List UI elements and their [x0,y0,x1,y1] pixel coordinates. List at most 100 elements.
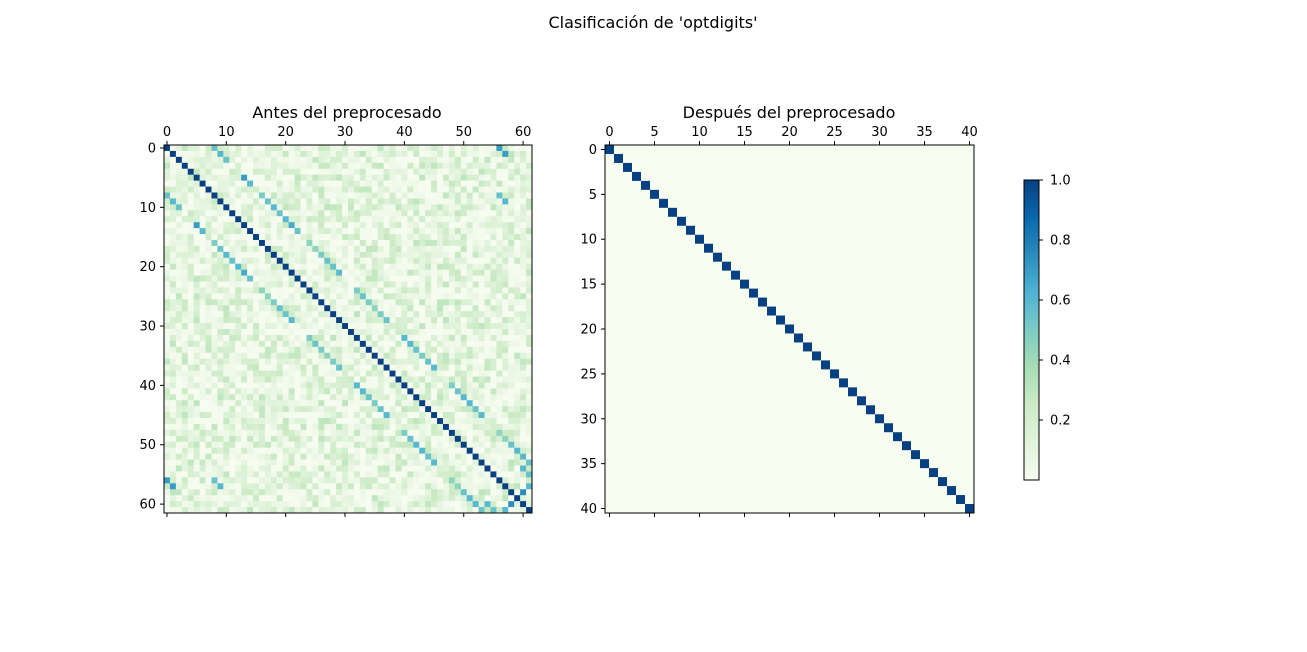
heatmap-cell [288,198,295,205]
heatmap-cell [318,495,325,502]
heatmap-cell [306,394,313,401]
heatmap-cell [514,453,521,460]
heatmap-cell [442,180,450,187]
heatmap-cell [526,429,533,437]
heatmap-cell [448,275,456,282]
heatmap-cell [383,382,390,389]
heatmap-cell [175,263,183,271]
heatmap-cell [258,471,266,478]
heatmap-cell [318,150,325,158]
heatmap-cell [389,346,396,354]
heatmap-cell [520,210,527,217]
heatmap-cell [187,507,195,514]
heatmap-cell [731,180,741,191]
heatmap-cell [312,483,319,490]
heatmap-cell [884,243,894,254]
heatmap-cell [164,400,171,407]
heatmap-cell [448,483,456,490]
heatmap-cell [407,293,414,300]
heatmap-cell [413,429,420,437]
heatmap-cell [217,346,224,354]
heatmap-cell [247,204,254,211]
heatmap-cell [169,210,177,217]
heatmap-cell [478,329,485,336]
heatmap-cell [508,453,515,460]
heatmap-cell [448,263,456,271]
heatmap-cell [282,162,290,170]
heatmap-cell [294,447,301,455]
heatmap-cell [294,269,301,276]
heatmap-cell [371,346,379,354]
heatmap-cell [365,293,373,300]
heatmap-cell [520,216,527,223]
heatmap-cell [508,495,515,502]
heatmap-cell [947,360,957,370]
heatmap-cell [407,382,414,389]
heatmap-cell [442,465,450,472]
heatmap-cell [614,153,624,164]
heatmap-cell [383,257,390,265]
heatmap-cell [911,225,921,236]
heatmap-cell [472,465,479,472]
heatmap-cell [947,324,957,334]
heatmap-cell [282,234,290,241]
heatmap-cell [668,378,678,388]
heatmap-cell [389,382,396,389]
heatmap-cell [312,299,319,306]
heatmap-cell [902,180,912,191]
heatmap-cell [448,317,456,324]
heatmap-cell [164,412,171,419]
heatmap-cell [371,489,379,496]
heatmap-cell [264,453,272,460]
heatmap-cell [241,251,248,259]
heatmap-cell [348,222,355,229]
heatmap-cell [695,180,705,191]
heatmap-cell [235,453,242,460]
heatmap-cell [288,204,295,211]
heatmap-cell [164,180,171,187]
heatmap-cell [920,378,930,388]
heatmap-cell [407,180,414,187]
heatmap-cell [312,477,319,484]
heatmap-cell [776,162,786,173]
heatmap-cell [884,288,894,298]
heatmap-cell [848,324,858,334]
heatmap-cell [401,471,408,478]
heatmap-cell [794,145,804,155]
heatmap-cell [229,495,236,502]
heatmap-cell [235,275,242,282]
heatmap-cell [893,288,903,298]
heatmap-cell [258,251,266,259]
heatmap-cell [365,251,373,259]
heatmap-cell [767,162,777,173]
heatmap-cell [407,471,414,478]
heatmap-cell [253,317,260,324]
heatmap-cell [431,180,438,187]
heatmap-cell [413,210,420,217]
heatmap-cell [217,299,224,306]
heatmap-cell [169,388,177,395]
heatmap-cell [659,171,669,182]
heatmap-cell [812,378,822,388]
heatmap-cell [164,239,171,247]
heatmap-cell [514,311,521,318]
heatmap-cell [731,378,741,388]
heatmap-cell [502,435,509,443]
heatmap-cell [348,293,355,300]
heatmap-cell [336,210,343,217]
heatmap-cell [496,145,503,152]
heatmap-cell [223,305,230,312]
heatmap-cell [258,222,266,229]
heatmap-cell [668,279,678,290]
heatmap-cell [336,418,343,425]
heatmap-cell [641,342,651,352]
heatmap-cell [437,145,444,152]
heatmap-cell [502,174,509,182]
heatmap-cell [282,311,290,318]
heatmap-cell [193,192,201,199]
heatmap-cell [740,279,750,290]
heatmap-cell [169,394,177,401]
heatmap-cell [659,360,669,370]
heatmap-cell [181,275,189,282]
heatmap-cell [181,489,189,496]
